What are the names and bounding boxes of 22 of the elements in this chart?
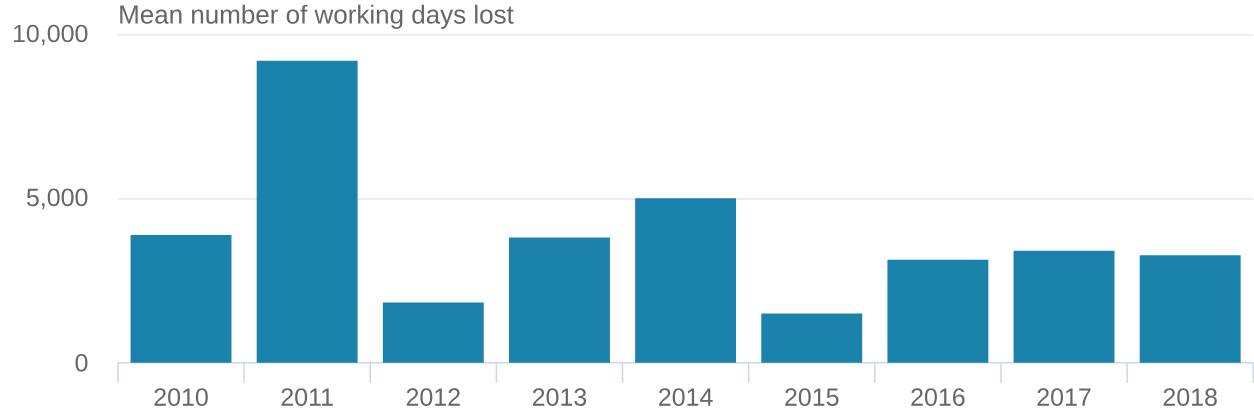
bar — [1139, 255, 1241, 363]
chart-title: Mean number of working days lost — [120, 4, 514, 30]
bar — [887, 259, 989, 363]
bar — [509, 237, 610, 363]
bar — [256, 61, 358, 363]
x-tick-label: 2011 — [281, 388, 333, 407]
x-tick-label: 2014 — [659, 388, 713, 407]
x-tick-label: 2015 — [785, 388, 839, 407]
x-tick-label: 2018 — [1163, 388, 1217, 407]
y-tick-label: 10,000 — [13, 24, 88, 46]
bar — [761, 313, 863, 363]
bar — [1013, 250, 1115, 363]
y-tick-label: 0 — [75, 354, 88, 372]
x-tick-label: 2016 — [911, 388, 965, 407]
y-tick-label: 5,000 — [26, 188, 88, 210]
x-tick-label: 2012 — [406, 388, 460, 407]
x-tick-label: 2017 — [1037, 388, 1091, 407]
bar — [130, 235, 232, 363]
x-tick-label: 2010 — [154, 388, 208, 407]
bar — [382, 302, 484, 363]
x-tick-label: 2013 — [532, 388, 587, 407]
bar — [635, 198, 737, 363]
